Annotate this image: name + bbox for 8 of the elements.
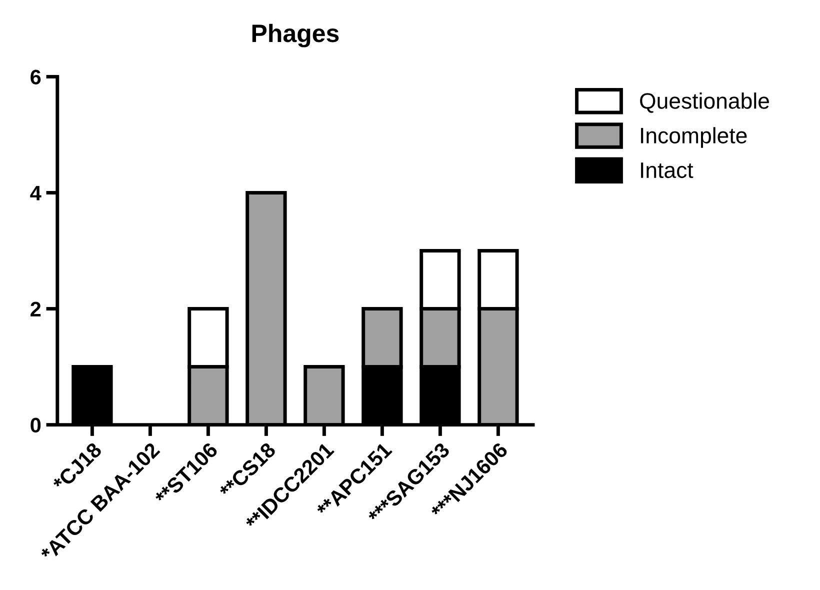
legend-label: Questionable — [640, 92, 769, 113]
y-tick-label: 4 — [30, 186, 42, 200]
y-tick-label: 2 — [30, 302, 41, 316]
legend-label: Intact — [641, 162, 694, 178]
chart-title: Phages — [252, 24, 339, 48]
legend-label: Incomplete — [641, 127, 747, 148]
y-tick-label: 6 — [30, 70, 41, 84]
y-tick-label: 0 — [30, 418, 41, 433]
